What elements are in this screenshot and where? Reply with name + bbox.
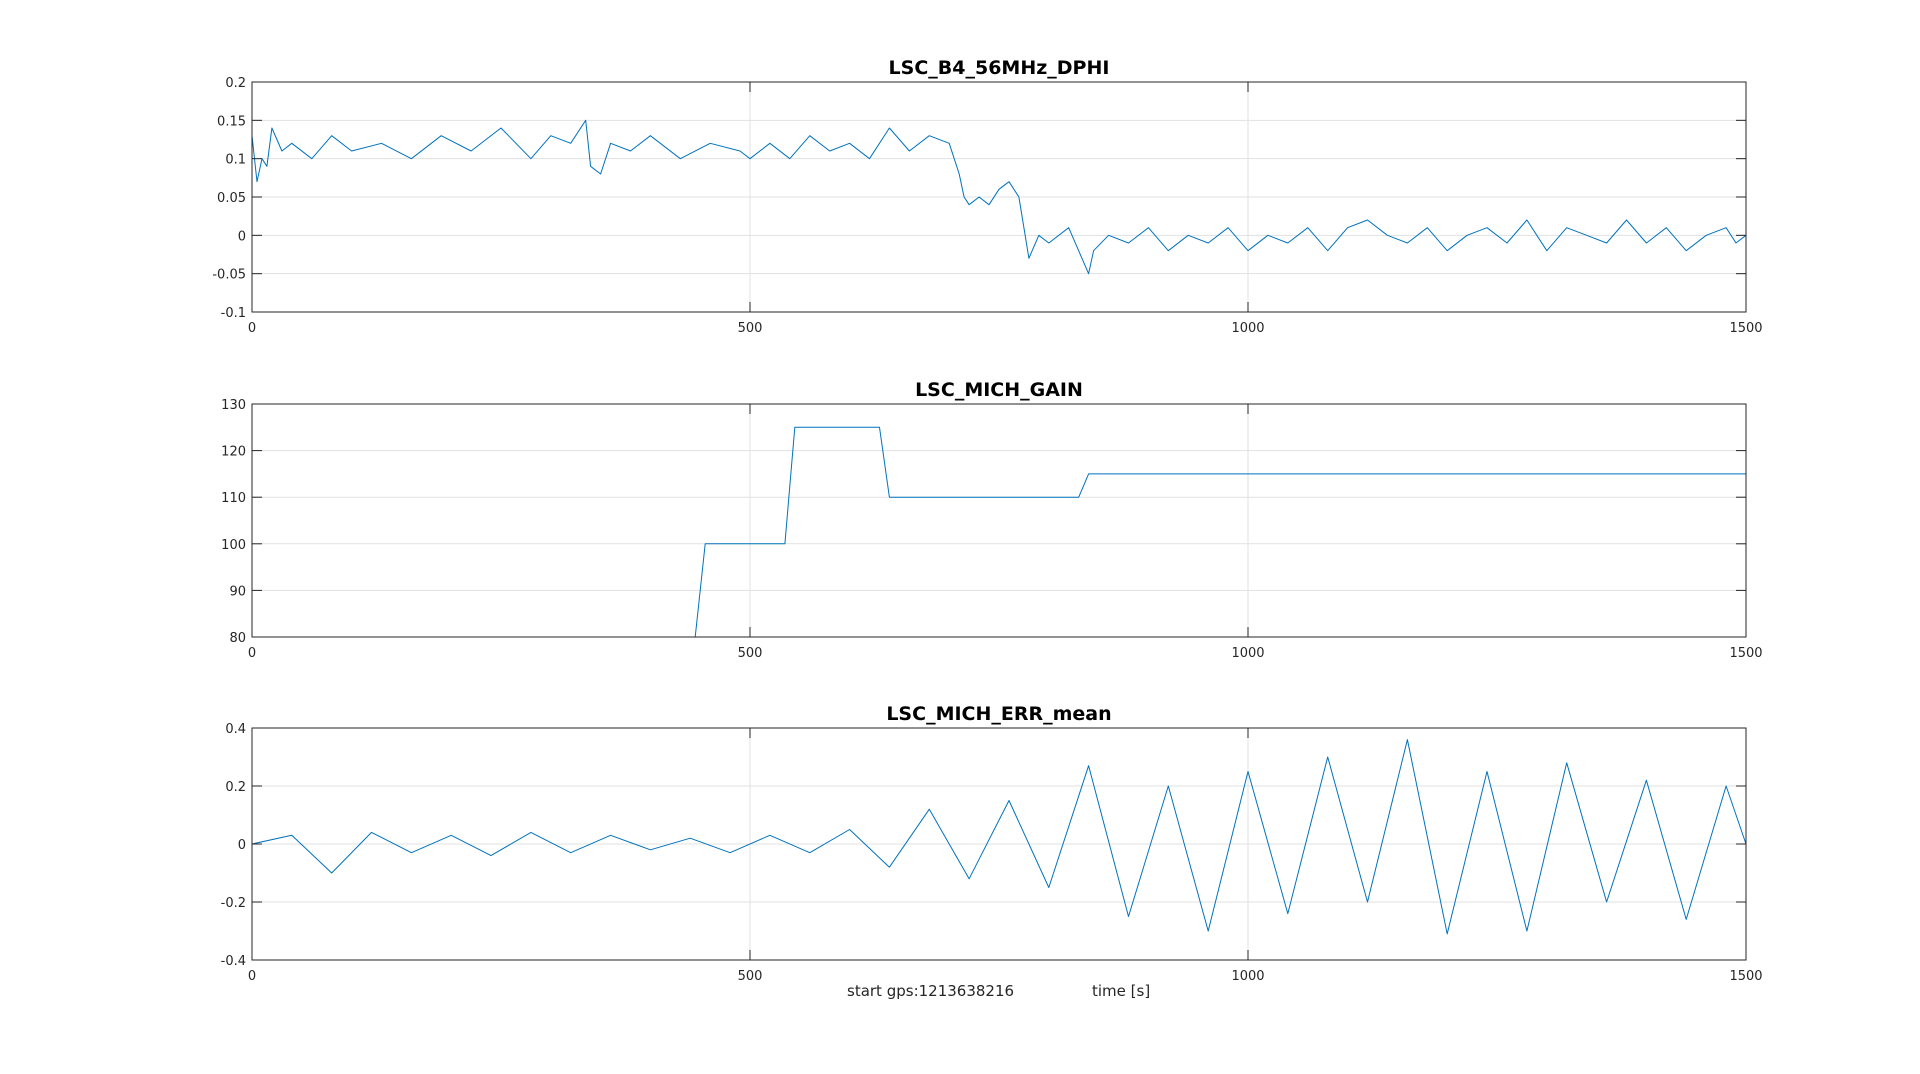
y-tick-label: -0.1 — [221, 306, 246, 321]
x-tick-label: 0 — [248, 646, 256, 661]
subplot-lsc-mich-gain: 0 500 1000 1500 80 90 100 110 120 130 LSC_MICH_GAI… — [221, 379, 1762, 661]
x-tick-label: 1000 — [1231, 321, 1264, 336]
y-tick-label: 0.1 — [225, 153, 246, 168]
subplot-lsc-b4-56mhz-dphi: 0 500 1000 1500 -0.1 -0.05 0 0.05 0.1 0.15 0.2 LSC_… — [212, 57, 1762, 336]
x-tick-label: 500 — [738, 969, 763, 984]
y-tick-label: 80 — [229, 631, 246, 646]
start-gps-label: start gps:1213638216 — [847, 982, 1014, 1000]
y-tick-label: -0.2 — [221, 896, 246, 911]
chart-title: LSC_MICH_GAIN — [915, 379, 1083, 401]
x-tick-label: 1000 — [1231, 646, 1264, 661]
y-tick-label: 0 — [238, 229, 246, 244]
x-tick-label: 0 — [248, 969, 256, 984]
y-tick-label: 110 — [221, 491, 246, 506]
series-line — [252, 426, 1746, 638]
x-tick-label: 1500 — [1729, 321, 1762, 336]
x-axis-label: time [s] — [1092, 982, 1150, 1000]
x-tick-label: 1500 — [1729, 646, 1762, 661]
series-line — [251, 119, 1747, 275]
axes-frame — [251, 403, 1747, 638]
y-tick-label: -0.05 — [212, 268, 246, 283]
y-tick-label: 0 — [238, 838, 246, 853]
series-line — [251, 739, 1747, 935]
y-tick-label: 0.05 — [217, 191, 246, 206]
x-tick-label: 1000 — [1231, 969, 1264, 984]
x-tick-label: 500 — [738, 321, 763, 336]
y-tick-label: 0.4 — [225, 722, 246, 737]
y-tick-label: -0.4 — [221, 954, 246, 969]
chart-title: LSC_MICH_ERR_mean — [886, 703, 1111, 725]
y-tick-label: 0.2 — [225, 76, 246, 91]
y-tick-label: 120 — [221, 445, 246, 460]
chart-title: LSC_B4_56MHz_DPHI — [889, 57, 1110, 79]
subplot-lsc-mich-err-mean: 0 500 1000 1500 -0.4 -0.2 0 0.2 0.4 LSC_MICH_ERR_… — [221, 703, 1763, 984]
y-tick-label: 90 — [229, 584, 246, 599]
y-tick-label: 0.2 — [225, 780, 246, 795]
x-tick-label: 0 — [248, 321, 256, 336]
y-tick-label: 130 — [221, 398, 246, 413]
y-tick-label: 0.15 — [217, 114, 246, 129]
y-tick-label: 100 — [221, 538, 246, 553]
x-tick-label: 500 — [738, 646, 763, 661]
x-tick-label: 1500 — [1729, 969, 1762, 984]
